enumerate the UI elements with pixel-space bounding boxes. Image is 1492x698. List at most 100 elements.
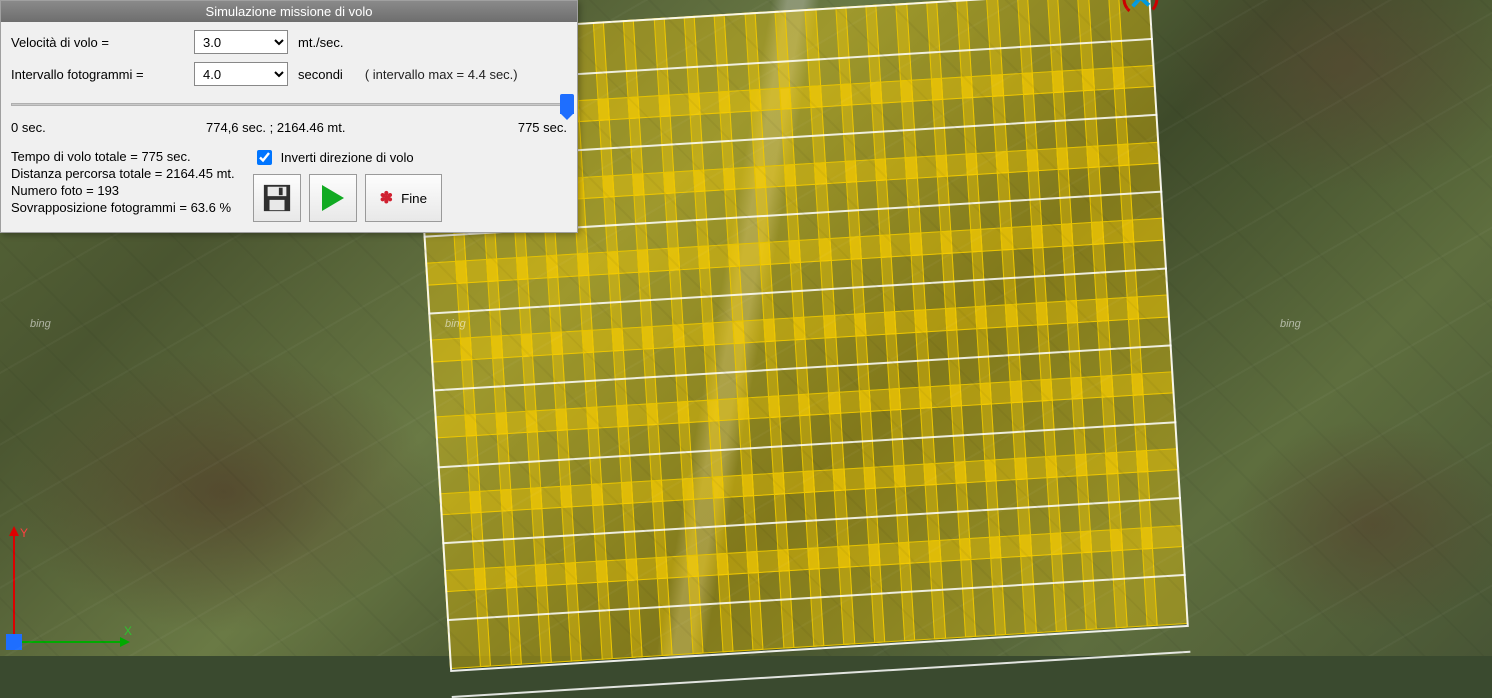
photo-footprint <box>546 253 593 355</box>
photo-footprint <box>1101 373 1148 475</box>
photo-footprint <box>593 20 640 122</box>
photo-footprint <box>828 390 875 492</box>
photo-footprint <box>1080 528 1127 630</box>
photo-footprint <box>1015 455 1062 557</box>
photo-footprint <box>425 261 472 363</box>
photo-footprint <box>1112 65 1159 167</box>
photo-footprint <box>775 8 822 110</box>
photo-footprint <box>949 382 996 484</box>
photo-footprint <box>1071 375 1118 477</box>
photo-footprint <box>914 308 961 410</box>
photo-footprint <box>789 238 836 340</box>
photo-footprint <box>1087 143 1134 245</box>
photo-footprint <box>798 392 845 494</box>
photo-footprint <box>1110 526 1157 628</box>
stat-distance: Distanza percorsa totale = 2164.45 mt. <box>11 166 235 181</box>
photo-footprint <box>470 489 517 591</box>
photo-footprint <box>1082 67 1129 169</box>
photo-footprint <box>777 547 824 649</box>
interval-unit: secondi <box>298 67 343 82</box>
photo-footprint <box>702 321 749 423</box>
photo-footprint <box>854 311 901 413</box>
photo-footprint <box>865 3 912 105</box>
photo-footprint <box>1117 141 1164 243</box>
simulation-dialog: Simulazione missione di volo Velocità di… <box>0 0 578 233</box>
photo-footprint <box>747 549 794 651</box>
photo-footprint <box>663 169 710 271</box>
photo-footprint <box>875 156 922 258</box>
photo-footprint <box>616 403 663 505</box>
photo-footprint <box>1001 225 1048 327</box>
axis-y-label: Y <box>20 526 28 540</box>
photo-footprint <box>884 309 931 411</box>
photo-footprint <box>647 401 694 503</box>
dialog-title: Simulazione missione di volo <box>1 1 577 22</box>
photo-footprint <box>844 158 891 260</box>
photo-footprint <box>712 474 759 576</box>
time-slider[interactable] <box>11 94 567 116</box>
photo-footprint <box>931 76 978 178</box>
photo-footprint <box>591 481 638 583</box>
map-attribution: bing <box>1280 318 1301 330</box>
photo-footprint <box>984 457 1031 559</box>
photo-footprint <box>688 91 735 193</box>
fine-button[interactable]: ✽ Fine <box>365 174 442 222</box>
photo-footprint <box>551 330 598 432</box>
photo-footprint <box>807 545 854 647</box>
interval-hint: ( intervallo max = 4.4 sec.) <box>365 67 518 82</box>
photo-footprint <box>1045 454 1092 556</box>
photo-footprint <box>465 412 512 514</box>
drone-marker: ✕ <box>1119 0 1161 20</box>
photo-footprint <box>900 78 947 180</box>
photo-footprint <box>1066 298 1113 400</box>
photo-footprint <box>677 399 724 501</box>
photo-footprint <box>824 313 871 415</box>
save-button[interactable] <box>253 174 301 222</box>
photo-footprint <box>1108 0 1155 90</box>
photo-footprint <box>1005 302 1052 404</box>
photo-footprint <box>667 246 714 348</box>
photo-footprint <box>768 394 815 496</box>
play-button[interactable] <box>309 174 357 222</box>
speed-select[interactable]: 3.0 <box>194 30 288 54</box>
photo-footprint <box>1091 220 1138 322</box>
photo-footprint <box>935 152 982 254</box>
photo-footprint <box>505 564 552 666</box>
photo-footprint <box>621 479 668 581</box>
photo-footprint <box>530 485 577 587</box>
photo-footprint <box>870 80 917 182</box>
photo-footprint <box>898 539 945 641</box>
photo-footprint <box>744 10 791 112</box>
photo-footprint <box>1019 532 1066 634</box>
photo-footprint <box>919 384 966 486</box>
photo-footprint <box>1140 525 1187 627</box>
photo-footprint <box>803 468 850 570</box>
photo-footprint <box>779 85 826 187</box>
photo-footprint <box>1126 295 1173 397</box>
photo-footprint <box>1026 147 1073 249</box>
photo-footprint <box>586 405 633 507</box>
photo-footprint <box>500 487 547 589</box>
photo-footprint <box>651 478 698 580</box>
flight-line <box>433 344 1172 391</box>
photo-footprint <box>565 560 612 662</box>
play-icon <box>322 185 344 211</box>
photo-footprint <box>521 332 568 434</box>
photo-footprint <box>535 562 582 664</box>
photo-footprint <box>444 567 491 669</box>
photo-footprint <box>728 242 775 344</box>
photo-footprint <box>940 229 987 331</box>
invert-direction-checkbox[interactable]: Inverti direzione di volo <box>253 147 442 168</box>
interval-select[interactable]: 4.0 <box>194 62 288 86</box>
photo-footprint <box>733 319 780 421</box>
photo-footprint <box>945 306 992 408</box>
stat-overlap: Sovrapposizione fotogrammi = 63.6 % <box>11 200 235 215</box>
photo-footprint <box>1077 0 1124 91</box>
close-icon: ✽ <box>380 188 393 208</box>
photo-footprint <box>642 324 689 426</box>
photo-footprint <box>879 233 926 335</box>
photo-footprint <box>1131 371 1178 473</box>
photo-footprint <box>838 543 885 645</box>
fine-label: Fine <box>401 191 427 206</box>
invert-checkbox-input[interactable] <box>257 150 272 165</box>
